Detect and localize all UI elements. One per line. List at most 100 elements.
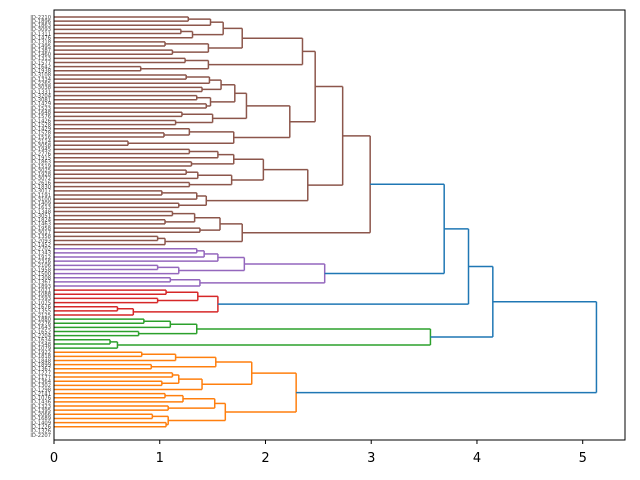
leaf-label: ID-3108 [30,73,51,79]
x-tick-label: 0 [50,451,58,466]
leaf-label: ID-1318 [30,40,51,46]
leaf-label: ID-1364 [30,379,51,385]
x-tick-label: 1 [156,451,164,466]
leaf-label: ID-1880 [30,317,51,323]
leaf-label: ID-1395 [30,408,51,414]
leaf-label: ID-1355 [30,309,51,315]
leaf-label: ID-1323 [30,404,51,410]
leaf-label: ID-1863 [30,160,51,166]
leaf-label: ID-1824 [30,218,51,224]
leaf-label: ID-3051 [30,213,51,219]
dendrogram-links [54,16,598,428]
leaf-label: ID-2265 [30,81,51,87]
leaf-label: ID-3038 [30,85,51,91]
leaf-label: ID-1227 [30,371,51,377]
leaf-labels: ID-2210ID-1896ID-1863ID-3093ID-1311ID-14… [30,15,51,439]
leaf-label: ID-3204 [30,93,51,99]
leaf-label: ID-1358 [30,234,51,240]
leaf-label: ID-2125 [30,313,51,319]
leaf-label: ID-1452 [30,242,51,248]
leaf-label: ID-3025 [30,168,51,174]
leaf-label: ID-1676 [30,305,51,311]
leaf-label: ID-1387 [30,48,51,54]
x-tick-label: 5 [579,451,587,466]
leaf-label: ID-2114 [30,139,51,145]
leaf-label: ID-1226 [30,425,51,431]
leaf-label: ID-1191 [30,193,51,199]
leaf-label: ID-3072 [30,176,51,182]
leaf-label: ID-1313 [30,56,51,62]
leaf-label: ID-1548 [30,342,51,348]
plot-frame [53,9,626,441]
leaf-label: ID-1298 [30,387,51,393]
leaf-label: ID-1500 [30,271,51,277]
leaf-label: ID-1367 [30,280,51,286]
leaf-label: ID-1311 [30,31,51,37]
leaf-label: ID-1922 [30,350,51,356]
leaf-label: ID-3058 [30,143,51,149]
leaf-label: ID-1912 [30,255,51,261]
leaf-label: ID-1495 [30,44,51,50]
leaf-label: ID-1634 [30,338,51,344]
leaf-label: ID-1528 [30,131,51,137]
leaf-label: ID-2316 [30,259,51,265]
leaf-label: ID-1863 [30,23,51,29]
leaf-label: ID-1348 [30,209,51,215]
leaf-label: ID-1642 [30,64,51,70]
leaf-label: ID-1516 [30,135,51,141]
leaf-label: ID-2093 [30,238,51,244]
leaf-label: ID-1334 [30,77,51,83]
leaf-label: ID-1076 [30,396,51,402]
leaf-label: ID-1302 [30,383,51,389]
leaf-label: ID-3017 [30,189,51,195]
leaf-label: ID-2066 [30,412,51,418]
leaf-label: ID-2141 [30,391,51,397]
leaf-label: ID-1938 [30,69,51,75]
leaf-label: ID-1075 [30,300,51,306]
x-axis-ticks: 0 1 2 3 4 5 [50,440,587,466]
leaf-label: ID-1021 [30,288,51,294]
leaf-label: ID-3081 [30,98,51,104]
leaf-label: ID-2776 [30,151,51,157]
leaf-label: ID-1409 [30,201,51,207]
leaf-label: ID-2106 [30,263,51,269]
leaf-label: ID-1899 [30,362,51,368]
leaf-label: ID-1818 [30,354,51,360]
leaf-label: ID-1915 [30,156,51,162]
leaf-label: ID-3017 [30,230,51,236]
leaf-label: ID-1576 [30,114,51,120]
leaf-label: ID-1088 [30,292,51,298]
leaf-label: ID-1523 [30,106,51,112]
leaf-label: ID-2702 [30,247,51,253]
leaf-label: ID-1689 [30,416,51,422]
leaf-label: ID-1343 [30,251,51,257]
leaf-label: ID-1177 [30,375,51,381]
leaf-label: ID-2276 [30,321,51,327]
leaf-label: ID-1577 [30,60,51,66]
leaf-label: ID-1613 [30,205,51,211]
leaf-label: ID-2616 [30,180,51,186]
leaf-label: ID-2204 [30,333,51,339]
leaf-label: ID-1893 [30,284,51,290]
leaf-label: ID-1463 [30,222,51,228]
leaf-label: ID-1429 [30,102,51,108]
leaf-label: ID-1519 [30,164,51,170]
leaf-label: ID-1409 [30,420,51,426]
leaf-label: ID-1593 [30,296,51,302]
x-tick-label: 2 [261,451,269,466]
leaf-label: ID-2210 [30,15,51,21]
leaf-label: ID-1643 [30,325,51,331]
leaf-label: ID-1436 [30,400,51,406]
leaf-label: ID-1648 [30,110,51,116]
leaf-label: ID-1331 [30,89,51,95]
leaf-label: ID-1928 [30,172,51,178]
x-tick-label: 4 [473,451,481,466]
leaf-label: ID-1429 [30,127,51,133]
leaf-label: ID-1308 [30,276,51,282]
leaf-label: ID-3093 [30,27,51,33]
leaf-label: ID-1326 [30,429,51,435]
leaf-label: ID-1945 [30,147,51,153]
leaf-label: ID-1652 [30,329,51,335]
leaf-label: ID-2207 [30,433,51,439]
leaf-label: ID-1896 [30,19,51,25]
